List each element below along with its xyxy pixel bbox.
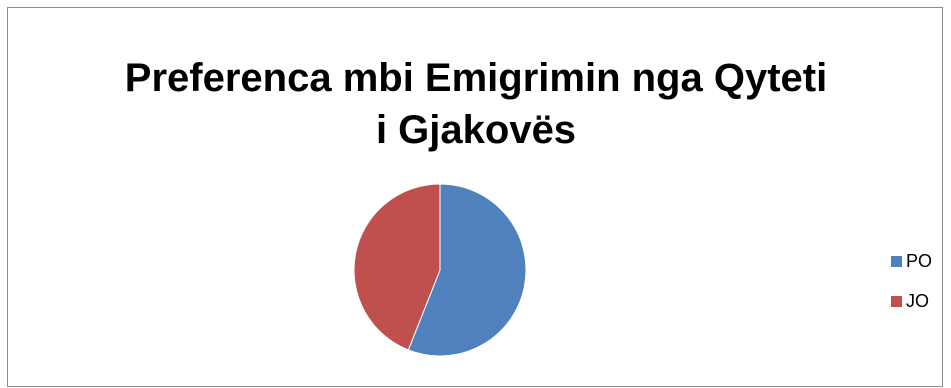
pie-slice-po	[407, 183, 527, 357]
legend: PO JO	[891, 241, 932, 321]
legend-item-po: PO	[891, 241, 932, 281]
legend-label-jo: JO	[906, 290, 930, 311]
chart-title-line-1: Preferenca mbi Emigrimin nga Qyteti	[124, 56, 828, 100]
legend-swatch-po	[891, 255, 902, 267]
legend-swatch-jo	[891, 295, 902, 307]
pie-chart	[353, 183, 527, 357]
legend-label-po: PO	[906, 250, 933, 271]
chart-title: Preferenca mbi Emigrimin nga Qyteti i Gj…	[8, 52, 944, 156]
pie-slice-jo	[353, 183, 441, 351]
chart-title-line-2: i Gjakovës	[375, 108, 577, 152]
legend-item-jo: JO	[891, 281, 932, 321]
chart-frame: Preferenca mbi Emigrimin nga Qyteti i Gj…	[7, 7, 943, 387]
